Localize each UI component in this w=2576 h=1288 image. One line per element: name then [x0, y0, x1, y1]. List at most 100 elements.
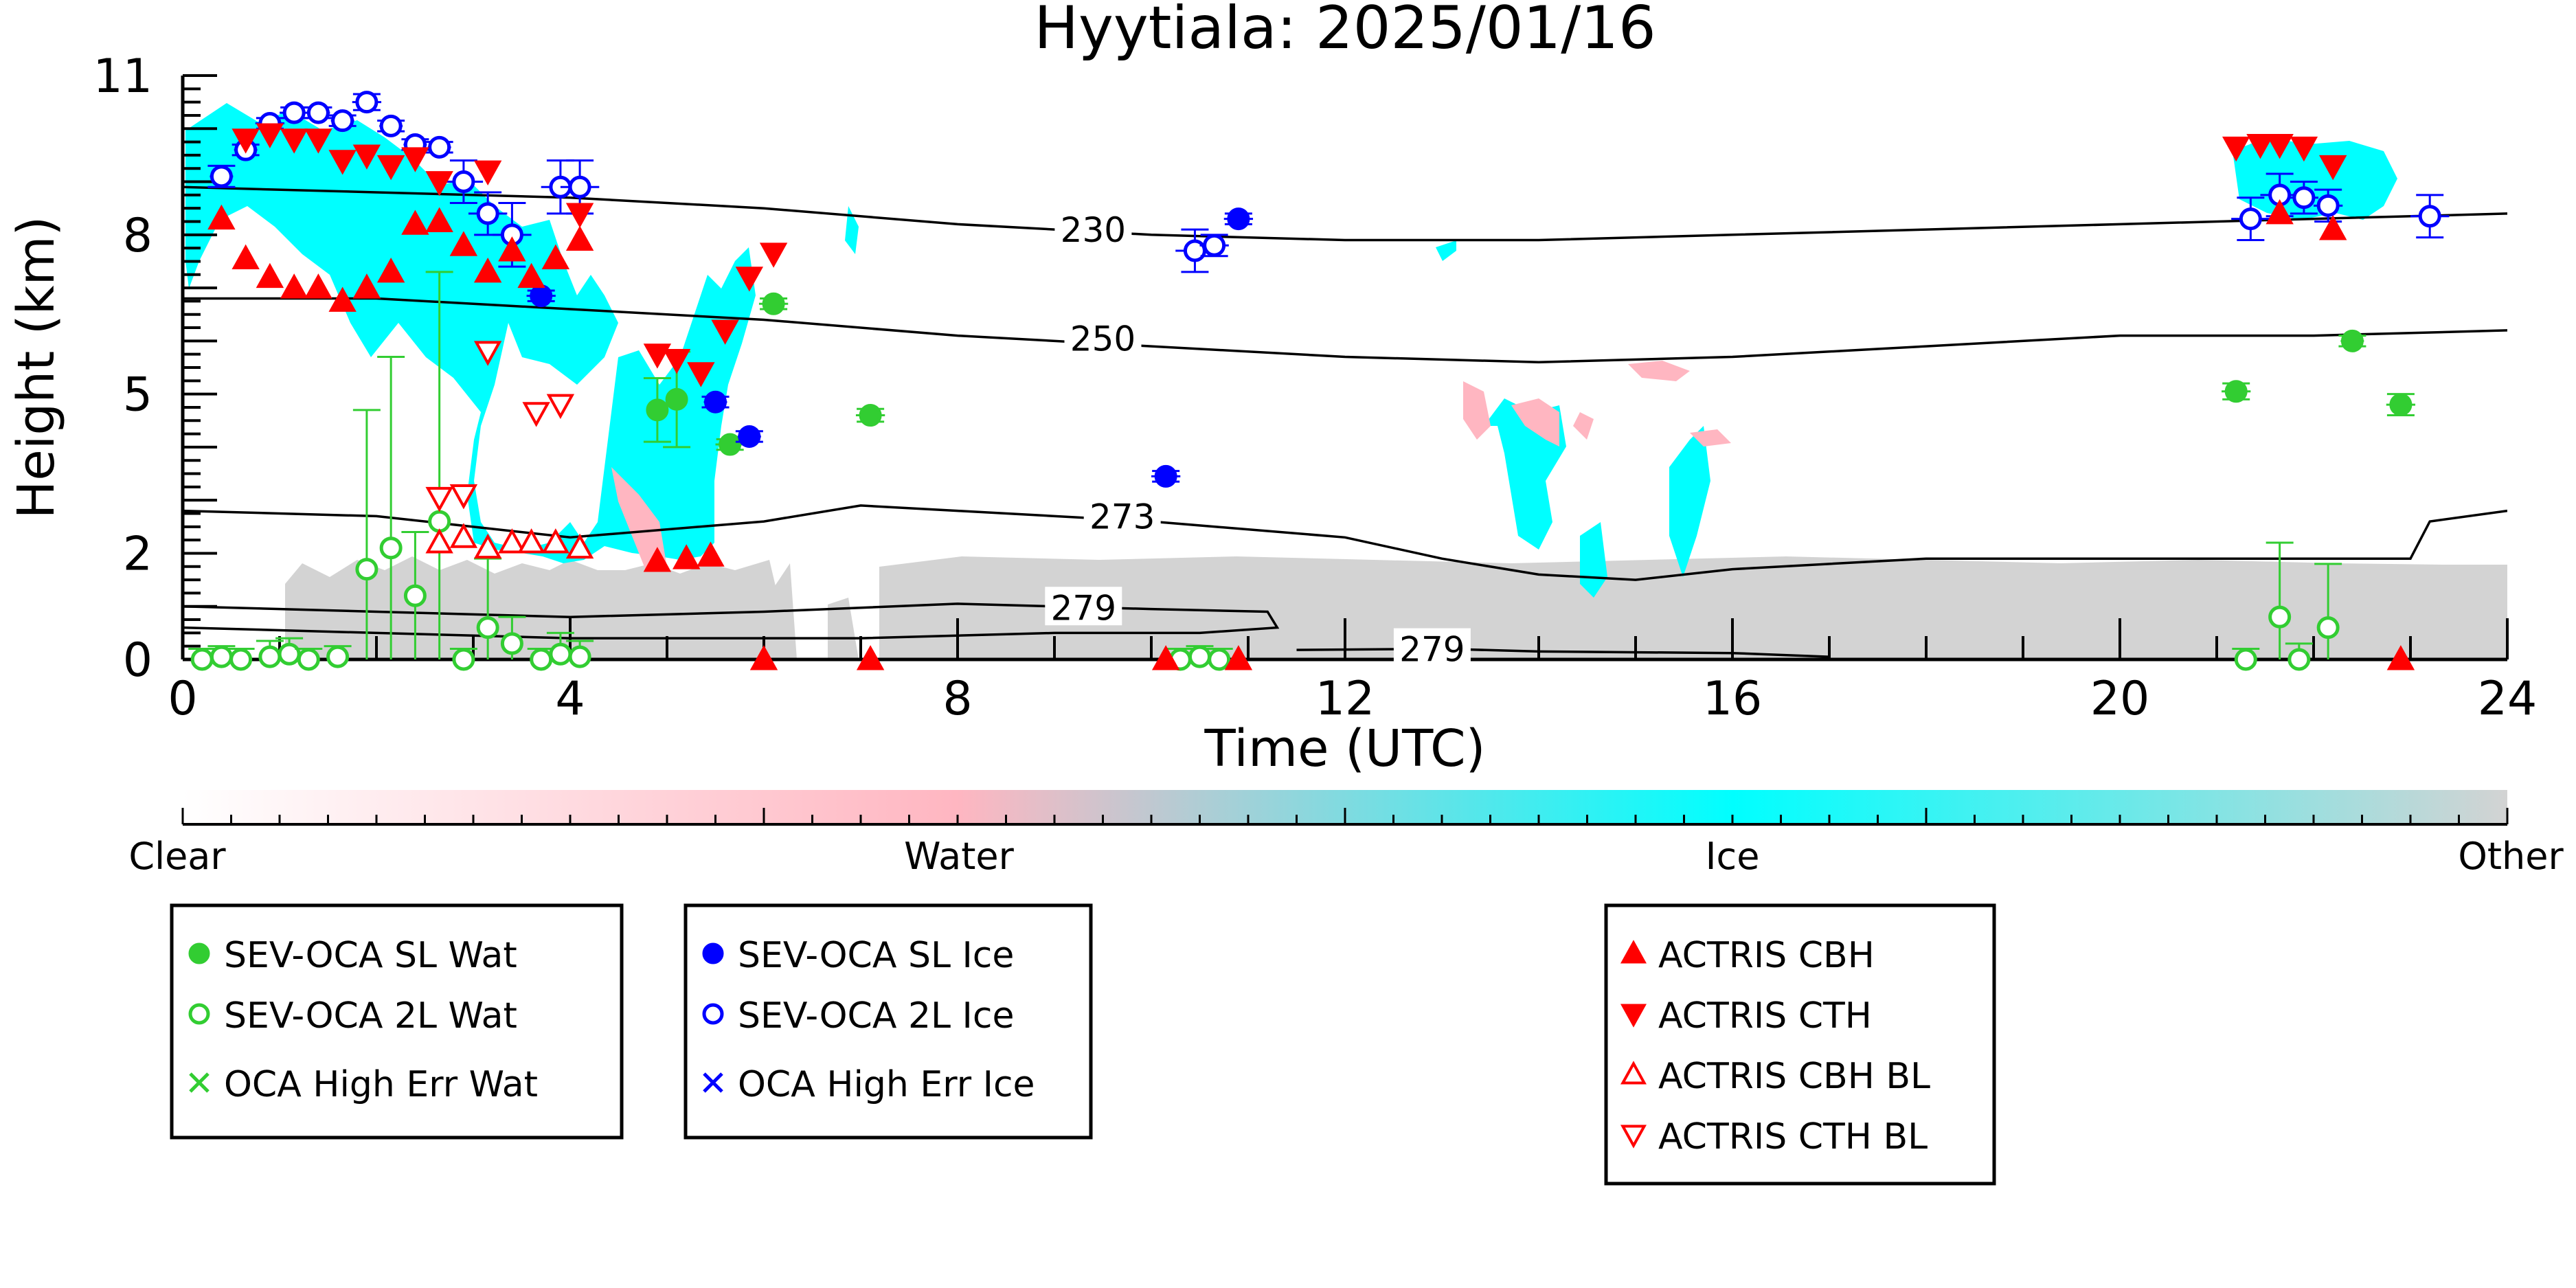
data-point [2316, 616, 2340, 640]
data-point [190, 648, 214, 671]
data-point [2266, 199, 2294, 225]
data-point [1151, 645, 1180, 670]
data-point [568, 175, 591, 199]
water-mask-area [611, 361, 1731, 570]
contour-label: 279 [1399, 630, 1465, 670]
legend-label: OCA High Err Wat [224, 1064, 538, 1105]
data-point [304, 273, 332, 299]
data-point [719, 433, 742, 456]
data-point [2222, 136, 2250, 162]
contour-line [183, 504, 2507, 581]
contour-label-bg [1064, 317, 1142, 357]
data-point [2268, 605, 2292, 629]
contour-label: 250 [1070, 319, 1136, 359]
data-point [1227, 207, 1250, 231]
data-point [546, 394, 575, 420]
data-point [449, 231, 478, 256]
axes: 0 4 8 12 16 20 24 0 2 5 8 11 Time (UTC) Height (km… [7, 49, 2537, 778]
legend-item: ACTRIS CTH BL [1620, 1116, 1928, 1157]
legend-label: ACTRIS CBH BL [1658, 1056, 1930, 1097]
data-point [673, 544, 701, 569]
contour-label: 230 [1061, 210, 1126, 250]
data-point [565, 203, 594, 228]
data-point [643, 547, 672, 572]
data-point [355, 558, 379, 581]
series-sev-oca-sl-wat [643, 292, 2416, 456]
x-tick-label: 0 [168, 672, 197, 726]
data-point [2239, 207, 2262, 231]
series-sev-oca-2l-wat [188, 271, 2342, 671]
data-point [401, 147, 429, 172]
legend-box-1: SEV-OCA SL Wat SEV-OCA 2L Wat OCA High Err… [170, 903, 624, 1140]
data-point [541, 244, 570, 270]
contour-line [1296, 647, 1830, 658]
data-point [376, 155, 405, 181]
cloud-mask-layer [185, 103, 2507, 659]
data-point [662, 348, 691, 374]
data-point [210, 645, 233, 668]
data-point [1224, 645, 1253, 670]
ice-mask-area [185, 103, 2397, 598]
data-point [425, 171, 453, 196]
data-point [1203, 234, 1226, 257]
data-point [565, 533, 594, 559]
data-point [379, 114, 403, 137]
contour-label-bg [1045, 587, 1122, 626]
data-point [452, 170, 475, 194]
legend-marker [703, 1072, 723, 1093]
legend-marker [189, 1072, 210, 1093]
series-actris-cbh-bl [425, 523, 594, 559]
data-point [328, 150, 357, 175]
series-actris-cbh [207, 199, 2415, 670]
legend-box-2: SEV-OCA SL Ice SEV-OCA 2L Ice OCA High Err… [683, 903, 1093, 1140]
data-point [2234, 648, 2257, 671]
contour-label-bg [1393, 628, 1471, 667]
data-point [449, 523, 478, 548]
data-point [738, 425, 761, 448]
data-point [306, 101, 330, 124]
data-point [1154, 464, 1177, 488]
legend-label: OCA High Err Ice [738, 1064, 1035, 1105]
legend-box-3: ACTRIS CBH ACTRIS CTH ACTRIS CBH BL ACTRIS … [1604, 903, 1996, 1186]
data-point [278, 642, 301, 666]
data-point [326, 645, 350, 668]
data-point [517, 528, 545, 554]
data-point [425, 528, 453, 554]
contour-line [183, 602, 1280, 640]
data-point [2292, 186, 2316, 210]
x-tick-label: 24 [2478, 672, 2538, 726]
y-tick-label: 8 [123, 209, 152, 263]
data-point [1183, 239, 1206, 262]
data-point [304, 128, 332, 154]
data-point [530, 284, 553, 308]
data-point [476, 202, 499, 225]
data-point [2246, 134, 2274, 159]
data-point [331, 109, 354, 133]
data-point [425, 207, 453, 232]
y-tick-label: 5 [123, 368, 152, 422]
data-point [522, 402, 550, 427]
data-point [2287, 648, 2311, 671]
data-point [328, 286, 357, 312]
legend-label: SEV-OCA 2L Ice [738, 995, 1014, 1037]
data-point [207, 204, 236, 230]
data-point [856, 645, 885, 670]
data-series [188, 91, 2450, 671]
data-point [473, 160, 502, 186]
legend-frame [683, 903, 1093, 1140]
data-point [282, 101, 306, 124]
data-point [2389, 393, 2413, 416]
legend-item: SEV-OCA 2L Wat [188, 995, 517, 1037]
data-point [565, 225, 594, 251]
legends: SEV-OCA SL Wat SEV-OCA 2L Wat OCA High Err… [170, 903, 1996, 1186]
y-tick-label: 11 [93, 49, 152, 104]
data-point [762, 292, 785, 315]
data-point [473, 533, 502, 559]
legend-item: OCA High Err Ice [703, 1064, 1035, 1105]
data-point [258, 645, 282, 668]
contour-line [183, 297, 2507, 364]
legend-frame [170, 903, 624, 1140]
legend-item: ACTRIS CBH BL [1620, 1056, 1930, 1097]
data-point [280, 128, 308, 154]
legend-marker [702, 1003, 724, 1025]
